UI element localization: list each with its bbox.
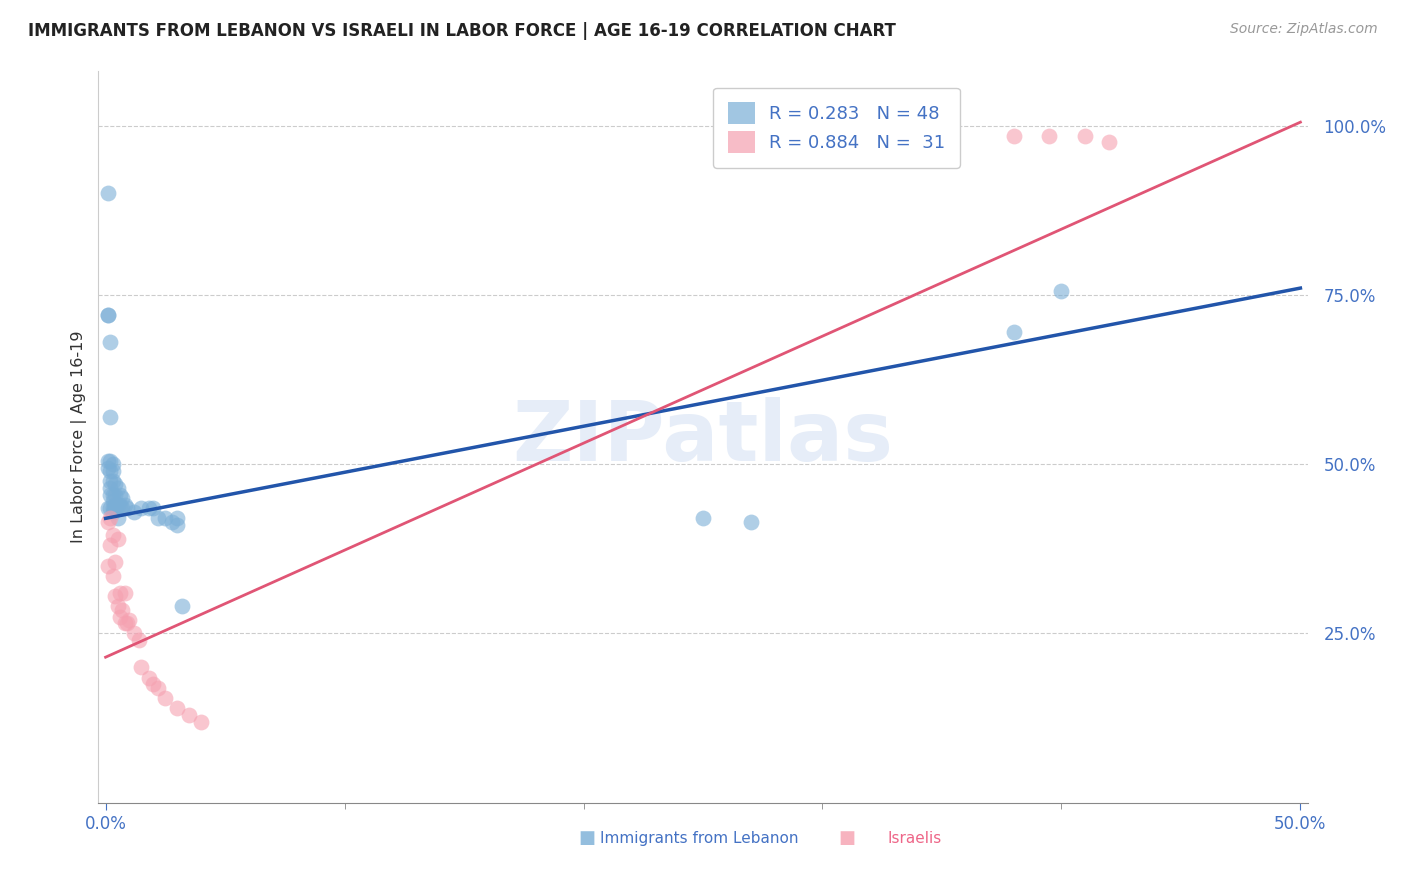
Point — [115, 616, 138, 631]
Point — [111, 603, 134, 617]
Point — [97, 308, 120, 322]
Point — [101, 464, 124, 478]
Point — [111, 491, 134, 505]
Point — [108, 488, 131, 502]
Text: IMMIGRANTS FROM LEBANON VS ISRAELI IN LABOR FORCE | AGE 16-19 CORRELATION CHART: IMMIGRANTS FROM LEBANON VS ISRAELI IN LA… — [28, 22, 896, 40]
Point — [97, 454, 120, 468]
Point — [138, 501, 160, 516]
Point — [1098, 136, 1121, 150]
Point — [98, 481, 121, 495]
Point — [118, 613, 141, 627]
Text: ZIPatlas: ZIPatlas — [513, 397, 893, 477]
Point — [98, 488, 121, 502]
Point — [101, 505, 124, 519]
Point — [107, 511, 129, 525]
Point — [179, 707, 201, 722]
Point — [155, 690, 177, 705]
Point — [1074, 128, 1097, 143]
Point — [122, 626, 145, 640]
Point — [162, 515, 184, 529]
Point — [97, 186, 120, 201]
Point — [101, 501, 124, 516]
Point — [108, 498, 131, 512]
Point — [111, 501, 134, 516]
Point — [128, 633, 150, 648]
Point — [115, 501, 138, 516]
Point — [101, 569, 124, 583]
Point — [104, 498, 127, 512]
Point — [131, 660, 153, 674]
Point — [190, 714, 212, 729]
Point — [114, 586, 136, 600]
Point — [138, 671, 160, 685]
Point — [101, 488, 124, 502]
Point — [108, 609, 131, 624]
Point — [146, 511, 169, 525]
Point — [104, 555, 127, 569]
Point — [146, 681, 169, 695]
Point — [166, 511, 188, 525]
Point — [97, 308, 120, 322]
Point — [166, 701, 188, 715]
Point — [1050, 285, 1073, 299]
Legend: R = 0.283   N = 48, R = 0.884   N =  31: R = 0.283 N = 48, R = 0.884 N = 31 — [713, 87, 960, 168]
Point — [170, 599, 193, 614]
Text: ■: ■ — [578, 830, 596, 847]
Point — [1002, 128, 1025, 143]
Point — [692, 511, 714, 525]
Point — [114, 616, 136, 631]
Point — [1038, 128, 1060, 143]
Point — [104, 589, 127, 603]
Point — [97, 460, 120, 475]
Point — [97, 501, 120, 516]
Point — [98, 474, 121, 488]
Point — [98, 501, 121, 516]
Point — [107, 481, 129, 495]
Y-axis label: In Labor Force | Age 16-19: In Labor Force | Age 16-19 — [72, 331, 87, 543]
Point — [97, 515, 120, 529]
Point — [107, 498, 129, 512]
Point — [97, 558, 120, 573]
Point — [101, 457, 124, 471]
Point — [122, 505, 145, 519]
Text: Source: ZipAtlas.com: Source: ZipAtlas.com — [1230, 22, 1378, 37]
Point — [104, 501, 127, 516]
Point — [98, 538, 121, 552]
Point — [101, 494, 124, 508]
Point — [108, 586, 131, 600]
Point — [107, 599, 129, 614]
Text: ■: ■ — [838, 830, 856, 847]
Point — [98, 464, 121, 478]
Point — [104, 477, 127, 491]
Point — [98, 511, 121, 525]
Point — [142, 677, 165, 691]
Point — [155, 511, 177, 525]
Point — [114, 498, 136, 512]
Point — [98, 454, 121, 468]
Point — [1002, 325, 1025, 339]
Point — [101, 528, 124, 542]
Point — [104, 488, 127, 502]
Point — [101, 474, 124, 488]
Point — [131, 501, 153, 516]
Point — [142, 501, 165, 516]
Point — [107, 532, 129, 546]
Point — [98, 409, 121, 424]
Point — [98, 335, 121, 350]
Point — [166, 518, 188, 533]
Text: Immigrants from Lebanon: Immigrants from Lebanon — [600, 831, 799, 846]
Text: Israelis: Israelis — [887, 831, 942, 846]
Point — [740, 515, 762, 529]
